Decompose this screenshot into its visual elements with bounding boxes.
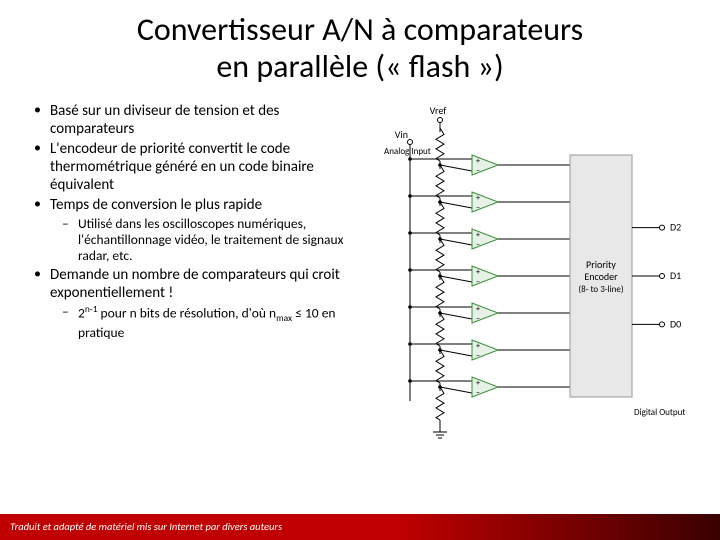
title-line-1: Convertisseur A/N à comparateurs <box>20 12 700 49</box>
svg-text:D0: D0 <box>670 317 681 330</box>
svg-text:D2: D2 <box>670 220 681 233</box>
svg-text:(8- to 3-line): (8- to 3-line) <box>578 284 623 295</box>
bullet-2: L'encodeur de priorité convertit le code… <box>30 140 362 194</box>
svg-text:Encoder: Encoder <box>584 270 618 283</box>
svg-text:Vref: Vref <box>430 104 447 117</box>
bullet-3-sub: Utilisé dans les oscilloscopes numérique… <box>58 216 362 265</box>
bullet-1: Basé sur un diviseur de tension et des c… <box>30 102 362 138</box>
svg-text:+: + <box>476 341 480 351</box>
content-area: Basé sur un diviseur de tension et des c… <box>0 94 720 442</box>
bullet-5: 2n-1 pour n bits de résolution, d'où nma… <box>58 304 362 341</box>
footer-text: Traduit et adapté de matériel mis sur In… <box>10 520 282 533</box>
svg-text:+: + <box>476 304 480 314</box>
svg-text:−: − <box>476 203 480 213</box>
svg-text:Analog Input: Analog Input <box>384 146 431 157</box>
bullet-4: Demande un nombre de comparateurs qui cr… <box>30 266 362 302</box>
svg-text:D1: D1 <box>670 269 681 282</box>
svg-text:−: − <box>476 388 480 398</box>
svg-text:−: − <box>476 314 480 324</box>
slide-title: Convertisseur A/N à comparateurs en para… <box>0 0 720 94</box>
diagram-area: VrefVinAnalog Input+−+−+−+−+−+−+−Priorit… <box>370 102 710 442</box>
bullet-3: Temps de conversion le plus rapide <box>30 196 362 214</box>
footer-bar: Traduit et adapté de matériel mis sur In… <box>0 514 720 540</box>
bullet-column: Basé sur un diviseur de tension et des c… <box>30 102 370 442</box>
svg-text:+: + <box>476 230 480 240</box>
title-line-2: en parallèle (« flash ») <box>20 49 700 86</box>
svg-text:−: − <box>476 351 480 361</box>
svg-text:+: + <box>476 156 480 166</box>
svg-text:+: + <box>476 193 480 203</box>
svg-text:−: − <box>476 277 480 287</box>
svg-text:−: − <box>476 166 480 176</box>
svg-text:+: + <box>476 378 480 388</box>
svg-text:+: + <box>476 267 480 277</box>
svg-text:−: − <box>476 240 480 250</box>
flash-adc-diagram: VrefVinAnalog Input+−+−+−+−+−+−+−Priorit… <box>380 102 700 442</box>
svg-text:Vin: Vin <box>395 128 408 141</box>
svg-text:Digital Output: Digital Output <box>634 407 685 418</box>
